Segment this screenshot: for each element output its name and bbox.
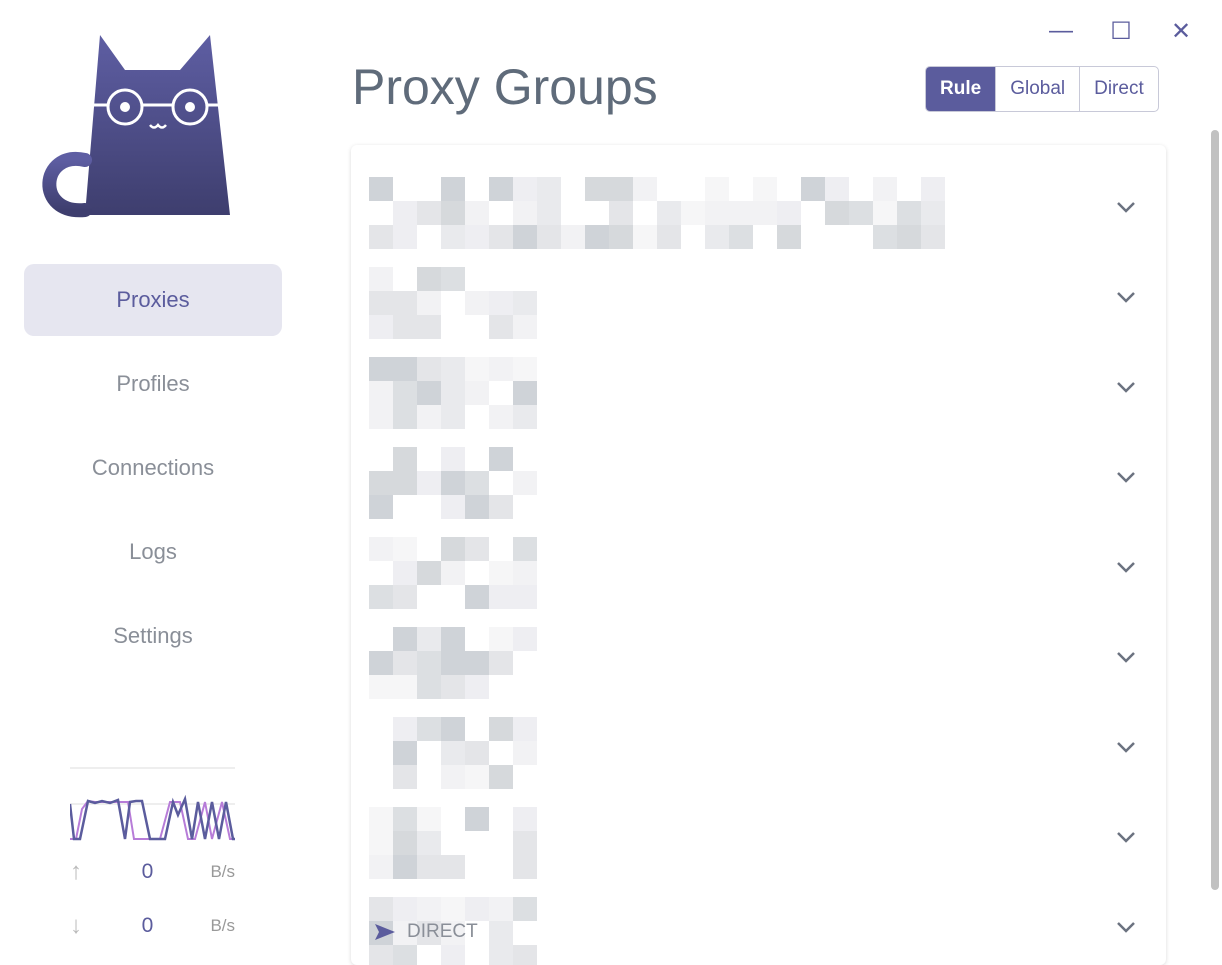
nav-logs[interactable]: Logs <box>129 539 177 564</box>
chevron-down-icon[interactable] <box>1116 831 1136 843</box>
mode-rule-button[interactable]: Rule <box>926 67 996 111</box>
download-row: ↓ 0 B/s <box>70 911 235 941</box>
chevron-down-icon[interactable] <box>1116 921 1136 933</box>
proxy-group[interactable] <box>351 335 1166 429</box>
nav-settings[interactable]: Settings <box>113 623 193 648</box>
upload-row: ↑ 0 B/s <box>70 857 235 887</box>
upload-unit: B/s <box>210 862 235 881</box>
proxy-group-list: DIRECT <box>351 145 1166 965</box>
download-unit: B/s <box>210 916 235 935</box>
proxy-item-direct[interactable]: DIRECT <box>375 921 478 943</box>
chevron-down-icon[interactable] <box>1116 561 1136 573</box>
page-title: Proxy Groups <box>352 59 658 115</box>
nav-connections[interactable]: Connections <box>91 455 215 480</box>
nav-proxies[interactable]: Proxies <box>24 264 282 336</box>
proxy-group[interactable] <box>351 425 1166 519</box>
chevron-down-icon[interactable] <box>1116 651 1136 663</box>
sidebar: Proxies Profiles Connections Logs Settin… <box>0 0 306 956</box>
chevron-down-icon[interactable] <box>1116 291 1136 303</box>
arrow-up-icon: ↑ <box>70 858 82 885</box>
maximize-icon[interactable]: ☐ <box>1110 17 1132 45</box>
traffic-panel: ↑ 0 B/s ↓ 0 B/s <box>70 767 235 939</box>
minimize-icon[interactable]: — <box>1049 17 1073 44</box>
proxy-group[interactable] <box>351 515 1166 609</box>
chevron-down-icon[interactable] <box>1116 471 1136 483</box>
mode-direct-button[interactable]: Direct <box>1079 67 1158 111</box>
traffic-graph <box>70 794 235 841</box>
proxy-group[interactable] <box>351 785 1166 879</box>
proxy-group[interactable] <box>351 155 1166 249</box>
send-icon <box>375 924 395 940</box>
arrow-down-icon: ↓ <box>70 912 82 939</box>
proxy-group[interactable] <box>351 605 1166 699</box>
proxy-group[interactable] <box>351 875 1166 965</box>
chevron-down-icon[interactable] <box>1116 381 1136 393</box>
cat-logo <box>42 35 230 218</box>
mode-global-button[interactable]: Global <box>995 67 1079 111</box>
proxy-name: DIRECT <box>407 921 478 942</box>
download-line <box>70 794 235 841</box>
scrollbar[interactable] <box>1211 130 1219 890</box>
upload-value: 0 <box>141 860 154 883</box>
close-icon[interactable]: ✕ <box>1170 17 1192 45</box>
proxy-group[interactable] <box>351 695 1166 789</box>
chevron-down-icon[interactable] <box>1116 741 1136 753</box>
graph-top-line <box>70 767 235 769</box>
chevron-down-icon[interactable] <box>1116 201 1136 213</box>
mode-switch: Rule Global Direct <box>925 66 1159 112</box>
download-value: 0 <box>141 914 154 937</box>
nav-profiles[interactable]: Profiles <box>116 371 190 396</box>
proxy-group[interactable] <box>351 245 1166 339</box>
